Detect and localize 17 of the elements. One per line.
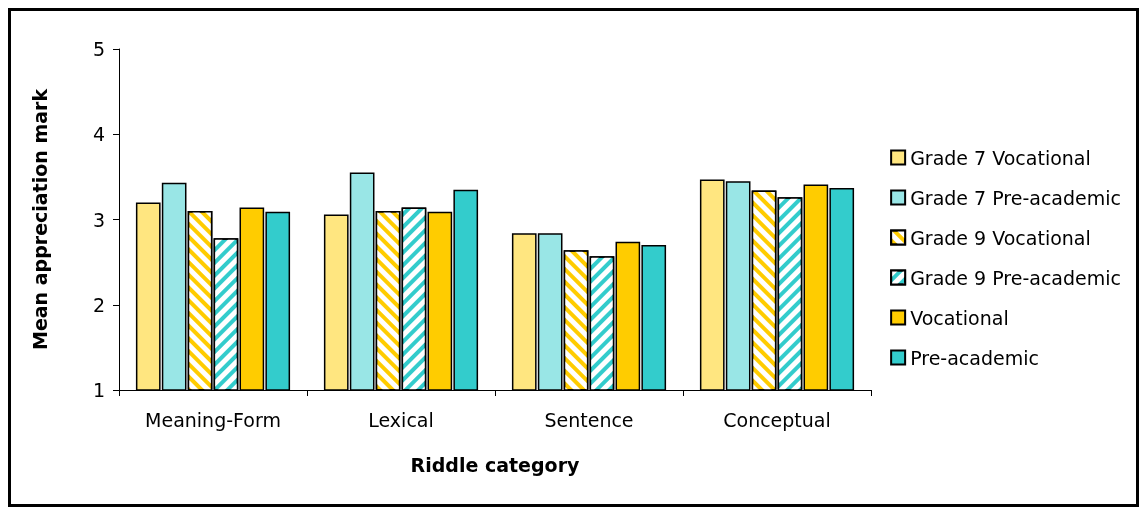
x-tick-label: Lexical — [368, 408, 434, 431]
legend-label: Vocational — [910, 306, 1009, 329]
y-tick-label: 5 — [92, 38, 105, 60]
legend-label: Grade 7 Vocational — [910, 146, 1091, 169]
y-tick-label: 3 — [92, 208, 105, 231]
legend-label: Grade 9 Pre-academic — [910, 266, 1121, 289]
legend-label: Pre-academic — [910, 346, 1039, 369]
x-tick-label: Sentence — [544, 408, 634, 431]
legend-label: Grade 7 Pre-academic — [910, 186, 1121, 209]
y-axis-title: Mean appreciation mark — [28, 88, 51, 351]
x-tick-label: Conceptual — [723, 408, 831, 431]
x-axis-title: Riddle category — [410, 453, 581, 476]
y-tick-label: 1 — [92, 379, 105, 401]
y-tick-label: 4 — [92, 123, 105, 146]
y-tick-label: 2 — [92, 293, 105, 316]
legend-label: Grade 9 Vocational — [910, 226, 1091, 249]
x-tick-label: Meaning-Form — [145, 408, 281, 431]
